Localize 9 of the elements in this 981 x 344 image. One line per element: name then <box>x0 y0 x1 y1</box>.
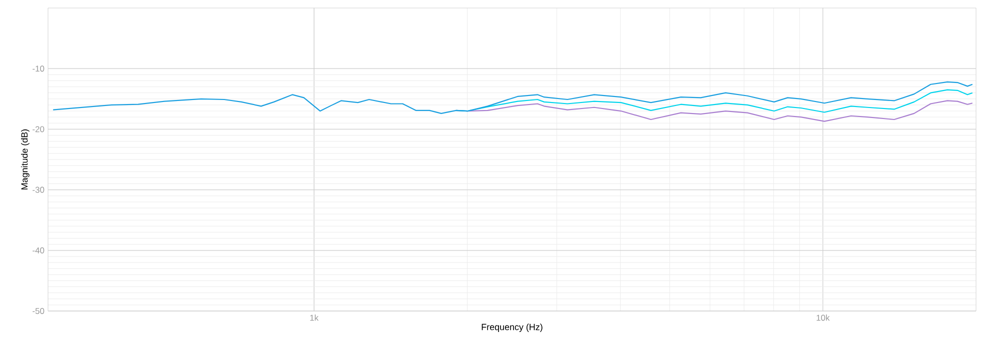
y-tick-label: -50 <box>32 308 44 314</box>
y-tick-label: -20 <box>32 126 44 132</box>
x-axis-title: Frequency (Hz) <box>482 324 542 332</box>
y-tick-label: -10 <box>32 66 44 72</box>
x-tick-label: 1k <box>310 314 319 321</box>
y-tick-label: -40 <box>32 247 44 254</box>
y-tick-label: -30 <box>32 186 44 193</box>
x-tick-label: 10k <box>816 314 830 321</box>
y-axis-title: Magnitude (dB) <box>21 129 30 190</box>
